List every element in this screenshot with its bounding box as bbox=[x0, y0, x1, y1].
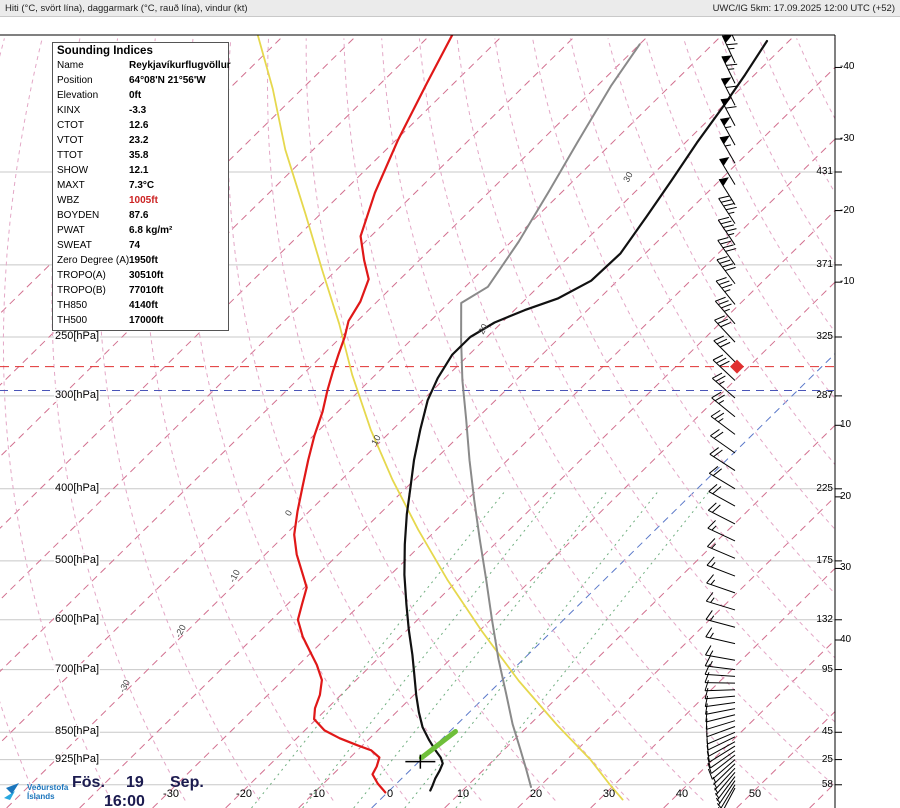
indices-row-name: TROPO(A) bbox=[57, 270, 106, 281]
indices-row-value: 64°08'N 21°56'W bbox=[129, 75, 206, 86]
indices-row: MAXT 7.3°C bbox=[53, 178, 228, 193]
indices-row-value: 17000ft bbox=[129, 315, 164, 326]
sounding-indices-panel: Sounding Indices Name Reykjavíkurflugvöll… bbox=[52, 42, 231, 331]
indices-row-name: TTOT bbox=[57, 150, 83, 161]
indices-row-value: 12.6 bbox=[129, 120, 149, 131]
indices-row: PWAT 6.8 kg/m² bbox=[53, 223, 228, 238]
indices-row: Name Reykjavíkurflugvöllur bbox=[53, 58, 231, 73]
indices-row: CTOT 12.6 bbox=[53, 118, 228, 133]
indices-row: Position 64°08'N 21°56'W bbox=[53, 73, 228, 88]
indices-row-value: 77010ft bbox=[129, 285, 164, 296]
indices-row: BOYDEN 87.6 bbox=[53, 208, 228, 223]
indices-row-value: 1950ft bbox=[129, 255, 158, 266]
indices-row: TTOT 35.8 bbox=[53, 148, 228, 163]
indices-row-name: Position bbox=[57, 75, 93, 86]
valid-daynum: 19 bbox=[126, 774, 144, 791]
indices-row-name: MAXT bbox=[57, 180, 85, 191]
logo-text-line1: Veðurstofa bbox=[27, 783, 69, 792]
sounding-indices-table: Name Reykjavíkurflugvöllur Position 64°08'N… bbox=[53, 58, 231, 328]
mixing-ratio-lines bbox=[251, 489, 711, 808]
green-parcel-segment bbox=[418, 729, 458, 761]
met-office-logo: Veðurstofa Íslands bbox=[2, 779, 68, 805]
indices-row-name: VTOT bbox=[57, 135, 84, 146]
indices-row-value: Reykjavíkurflugvöllur bbox=[129, 60, 231, 71]
indices-row-name: TH500 bbox=[57, 315, 88, 326]
indices-row: WBZ 1005ft bbox=[53, 193, 228, 208]
wind-barbs bbox=[704, 35, 738, 808]
indices-row: KINX -3.3 bbox=[53, 103, 228, 118]
indices-row-value: 30510ft bbox=[129, 270, 164, 281]
met-office-logo-icon bbox=[4, 783, 19, 800]
indices-row-value: 35.8 bbox=[129, 150, 149, 161]
indices-row-name: PWAT bbox=[57, 225, 85, 236]
indices-row-name: BOYDEN bbox=[57, 210, 100, 221]
indices-row-value: 23.2 bbox=[129, 135, 149, 146]
indices-row-name: Name bbox=[57, 60, 84, 71]
indices-row: SHOW 12.1 bbox=[53, 163, 228, 178]
valid-time-label: Fös. 19 Sep. 16:00 bbox=[72, 773, 204, 808]
gray-reference-line bbox=[460, 43, 641, 788]
indices-row-value: 74 bbox=[129, 240, 141, 251]
indices-row-value: 0ft bbox=[129, 90, 142, 101]
titlebar-right-text: UWC/IG 5km: 17.09.2025 12:00 UTC (+52) bbox=[712, 2, 895, 14]
indices-row-name: Elevation bbox=[57, 90, 99, 101]
valid-day: Fös. bbox=[72, 774, 105, 791]
indices-row-name: CTOT bbox=[57, 120, 85, 131]
dewpoint-line bbox=[293, 35, 454, 794]
temperature-line bbox=[403, 39, 769, 792]
indices-row: TROPO(B) 77010ft bbox=[53, 283, 228, 298]
indices-row: SWEAT 74 bbox=[53, 238, 228, 253]
titlebar: Hiti (°C, svört lína), daggarmark (°C, r… bbox=[0, 0, 900, 17]
indices-row: TH500 17000ft bbox=[53, 313, 228, 328]
indices-row-name: SHOW bbox=[57, 165, 89, 176]
indices-row: TROPO(A) 30510ft bbox=[53, 268, 228, 283]
indices-row-value: 12.1 bbox=[129, 165, 149, 176]
indices-row-value: 87.6 bbox=[129, 210, 149, 221]
indices-row: TH850 4140ft bbox=[53, 298, 228, 313]
indices-row-value: 4140ft bbox=[129, 300, 158, 311]
indices-row-value: 1005ft bbox=[129, 195, 158, 206]
indices-row-name: TROPO(B) bbox=[57, 285, 106, 296]
indices-row-name: KINX bbox=[57, 105, 81, 116]
plot-area bbox=[0, 35, 835, 808]
sounding-indices-title: Sounding Indices bbox=[57, 45, 153, 57]
indices-row: VTOT 23.2 bbox=[53, 133, 228, 148]
tropopause-diamond bbox=[730, 359, 744, 374]
valid-month: Sep. bbox=[170, 774, 204, 791]
indices-row-value: -3.3 bbox=[129, 105, 147, 116]
yellow-reference-line bbox=[256, 35, 624, 801]
indices-row-name: TH850 bbox=[57, 300, 88, 311]
valid-time: 16:00 bbox=[104, 793, 145, 808]
titlebar-left-text: Hiti (°C, svört lína), daggarmark (°C, r… bbox=[5, 2, 248, 14]
indices-row: Zero Degree (A) 1950ft bbox=[53, 253, 228, 268]
indices-row-value: 6.8 kg/m² bbox=[129, 225, 173, 236]
indices-row-value: 7.3°C bbox=[129, 180, 155, 191]
indices-row-name: WBZ bbox=[57, 195, 80, 206]
right-axis-ticks bbox=[835, 66, 842, 786]
logo-text-line2: Íslands bbox=[27, 792, 55, 801]
indices-row: Elevation 0ft bbox=[53, 88, 228, 103]
indices-row-name: SWEAT bbox=[57, 240, 92, 251]
indices-row-name: Zero Degree (A) bbox=[57, 255, 130, 266]
